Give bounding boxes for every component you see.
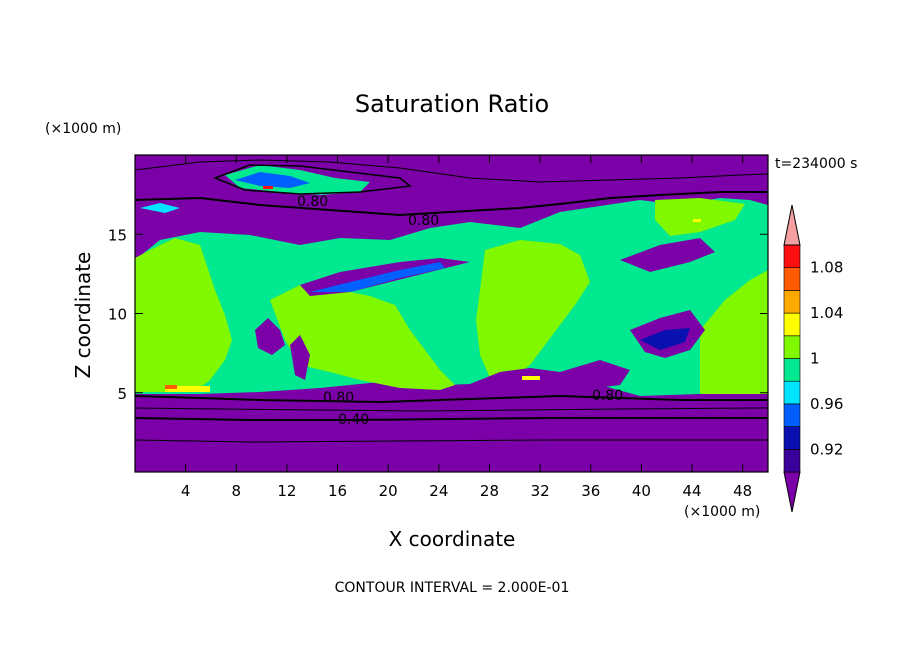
y-tick-label: 10 (108, 306, 127, 324)
colorbar-swatch (783, 267, 801, 291)
contour-label: 0.80 (408, 213, 439, 229)
colorbar-swatch (783, 403, 801, 427)
y-axis-title: Z coordinate (71, 252, 95, 379)
base-yellow-spot-left (165, 386, 210, 392)
x-tick-label: 12 (277, 482, 296, 500)
contour-060-upper (135, 159, 768, 183)
x-tick-label: 24 (429, 482, 448, 500)
contour-label: 0.80 (323, 390, 354, 406)
x-tick-label: 20 (379, 482, 398, 500)
x-tick-label: 48 (733, 482, 752, 500)
colorbar-label: 0.92 (810, 440, 843, 458)
x-tick-label: 8 (232, 482, 242, 500)
chart-title: Saturation Ratio (355, 90, 549, 118)
contour-label: 0.40 (338, 412, 369, 428)
x-tick-label: 4 (181, 482, 191, 500)
x-tick-label: 16 (328, 482, 347, 500)
colorbar-label: 0.96 (810, 395, 843, 413)
moist-band-green-upper-right (655, 198, 745, 236)
x-tick-label: 40 (632, 482, 651, 500)
colorbar-label: 1.08 (810, 259, 843, 277)
contour-080-lower (135, 394, 768, 404)
plot-area (135, 155, 768, 472)
colorbar-swatch (783, 244, 801, 269)
colorbar-swatch (783, 290, 801, 314)
x-axis-ticks: 4 8 12 16 20 24 28 32 36 40 44 48 (181, 155, 752, 500)
moist-band-green-right (476, 240, 590, 380)
contour-020-lower (135, 439, 768, 443)
colorbar-swatch (783, 448, 801, 473)
colorbar-label: 1 (810, 350, 820, 368)
right-blue-cluster (640, 328, 690, 350)
x-tick-label: 28 (480, 482, 499, 500)
x-tick-label: 32 (531, 482, 550, 500)
contour-label: 0.80 (592, 388, 623, 404)
base-orange-spot-left (165, 385, 177, 389)
right-yellow-spot (693, 219, 701, 222)
upper-cloud-patch-blue (235, 172, 310, 188)
upper-red-spot (263, 186, 273, 189)
x-tick-label: 36 (581, 482, 600, 500)
colorbar-swatch (783, 358, 801, 382)
x-axis-title: X coordinate (389, 527, 516, 551)
lower-dry-bump (470, 360, 630, 392)
x-axis-unit: (×1000 m) (684, 504, 760, 520)
contour-080-upper (135, 191, 768, 217)
colorbar-swatch (783, 380, 801, 405)
upper-left-patch (140, 203, 180, 213)
colorbar-label: 1.04 (810, 304, 843, 322)
base-yellow-spot-mid (522, 376, 540, 380)
y-tick-label: 15 (108, 226, 127, 244)
contour-cloud-upper (212, 164, 412, 195)
x-tick-label: 44 (682, 482, 701, 500)
moist-band-green-center (270, 285, 455, 390)
y-tick-label: 5 (117, 385, 127, 403)
y-axis-unit: (×1000 m) (45, 121, 121, 137)
contour-040-lower (135, 417, 768, 421)
colorbar-swatch-low (783, 471, 801, 513)
colorbar-swatch (783, 426, 801, 450)
colorbar-swatch-high (783, 204, 801, 246)
center-dry-blob (290, 335, 310, 380)
colorbar: 0.92 0.96 1 1.04 1.08 (783, 204, 843, 513)
time-label: t=234000 s (775, 156, 857, 172)
y-axis-ticks: 5 10 15 (108, 226, 768, 403)
contour-interval-footer: CONTOUR INTERVAL = 2.000E-01 (335, 580, 570, 596)
contour-label: 0.80 (297, 194, 328, 210)
colorbar-swatch (783, 312, 801, 337)
moist-band-green-left (135, 238, 232, 392)
mid-blue-streak (310, 262, 445, 292)
contour-060-lower (135, 407, 768, 412)
colorbar-swatch (783, 335, 801, 359)
right-upper-dry (620, 238, 715, 272)
left-dry-blob (255, 318, 285, 355)
moist-band-green-far-right (700, 270, 768, 394)
